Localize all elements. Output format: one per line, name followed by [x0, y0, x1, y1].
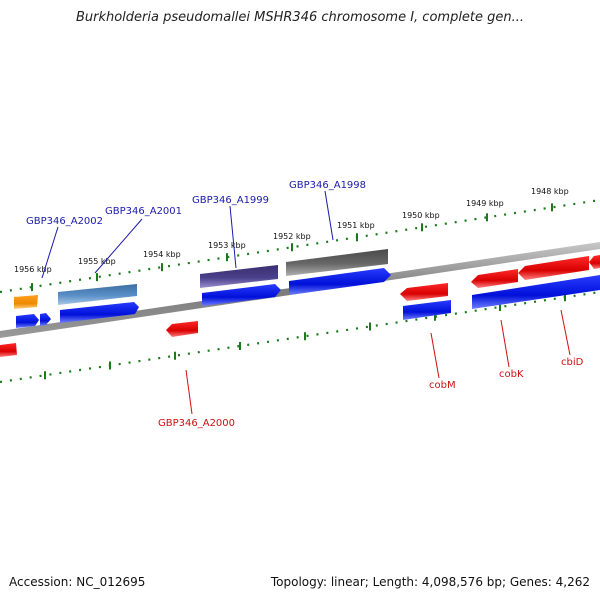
leader-cbid	[560, 309, 571, 356]
topology-summary: Topology: linear; Length: 4,098,576 bp; …	[270, 575, 590, 589]
leader-a1998	[324, 190, 334, 241]
label-leader-lines	[41, 190, 571, 415]
feature-blue-arrow-small-2[interactable]	[40, 313, 51, 326]
label-gbp346-a2001[interactable]: GBP346_A2001	[105, 206, 182, 217]
feature-gbp346-a1999[interactable]	[200, 265, 278, 288]
label-gbp346-a2000[interactable]: GBP346_A2000	[158, 418, 235, 429]
leader-a2001	[94, 218, 143, 274]
feature-blue-cobm[interactable]	[403, 300, 451, 320]
feature-cobk[interactable]	[471, 269, 518, 288]
label-cobk[interactable]: cobK	[499, 369, 524, 380]
feature-cbid[interactable]	[518, 256, 589, 280]
tick-label-1952: 1952 kbp	[273, 232, 311, 241]
tick-label-1949: 1949 kbp	[466, 199, 504, 208]
ruler-upper-line	[0, 198, 600, 294]
feature-blue-arrow-a2001[interactable]	[60, 302, 139, 323]
feature-gbp346-a2000[interactable]	[166, 321, 198, 337]
feature-cobm[interactable]	[400, 283, 448, 301]
tick-label-1955: 1955 kbp	[78, 257, 116, 266]
leader-cobk	[500, 319, 510, 368]
accession-text: Accession: NC_012695	[9, 575, 146, 589]
feature-blue-long-right[interactable]	[472, 275, 600, 309]
label-gbp346-a1999[interactable]: GBP346_A1999	[192, 195, 269, 206]
label-gbp346-a2002[interactable]: GBP346_A2002	[26, 216, 103, 227]
leader-cobm	[430, 332, 440, 379]
feature-blue-arrow-a1999[interactable]	[202, 284, 281, 306]
map-title: Burkholderia pseudomallei MSHR346 chromo…	[75, 10, 525, 25]
tick-label-1954: 1954 kbp	[143, 250, 181, 259]
tick-label-1951: 1951 kbp	[337, 221, 375, 230]
ruler-tick-labels: 1956 kbp 1955 kbp 1954 kbp 1953 kbp 1952…	[14, 187, 569, 274]
feature-gbp346-a1998[interactable]	[286, 249, 388, 276]
leader-a1999	[229, 205, 237, 269]
tick-label-1950: 1950 kbp	[402, 211, 440, 220]
ruler	[0, 198, 600, 384]
feature-red-right-edge[interactable]	[589, 255, 600, 269]
tick-label-1953: 1953 kbp	[208, 241, 246, 250]
feature-orange-small[interactable]	[14, 295, 38, 309]
tick-label-1956: 1956 kbp	[14, 265, 52, 274]
gene-features	[0, 249, 600, 357]
feature-blue-arrow-a1998[interactable]	[289, 268, 391, 295]
label-cbid[interactable]: cbiD	[561, 357, 584, 368]
leader-a2002	[41, 226, 59, 279]
ruler-lower-line	[0, 290, 600, 384]
tick-label-1948: 1948 kbp	[531, 187, 569, 196]
label-cobm[interactable]: cobM	[429, 380, 456, 391]
gene-labels: GBP346_A2002 GBP346_A2001 GBP346_A1999 G…	[26, 180, 584, 429]
feature-red-left-edge[interactable]	[0, 343, 17, 357]
label-gbp346-a1998[interactable]: GBP346_A1998	[289, 180, 366, 191]
leader-a2000	[185, 369, 193, 415]
feature-blue-arrow-small-1[interactable]	[16, 314, 39, 328]
feature-gbp346-a2001[interactable]	[58, 284, 137, 305]
